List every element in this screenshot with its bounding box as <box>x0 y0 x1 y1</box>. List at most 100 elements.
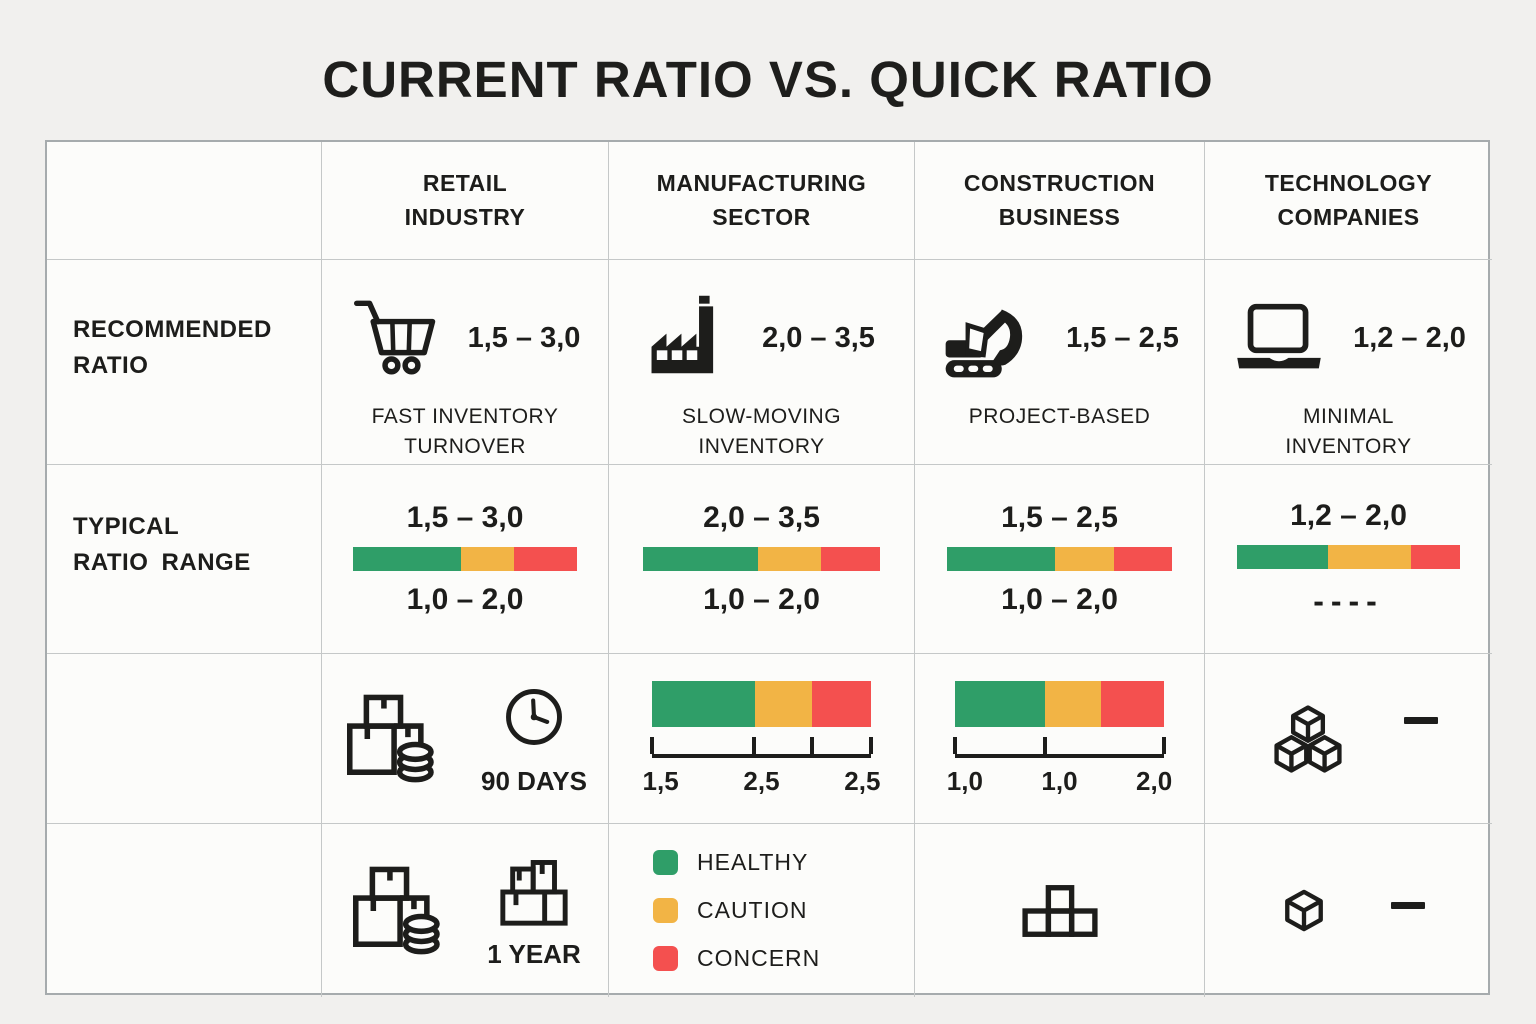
scale-tick <box>810 736 814 754</box>
minus-dash-icon <box>1403 717 1438 724</box>
icon-caption-stack: 1 YEAR <box>487 851 581 970</box>
column-header-manufacturing: MANUFACTURING SECTOR <box>609 142 915 260</box>
tetris-blocks-icon <box>1021 884 1098 937</box>
ratio-range-bar <box>642 547 881 571</box>
recommended-ratio-note: PROJECT-BASED <box>968 405 1151 428</box>
cell-scale-construction: 1,0 1,0 2,0 <box>915 654 1205 824</box>
scale-label: 1,0 <box>946 765 983 796</box>
legend-label: CAUTION <box>697 897 808 923</box>
legend-label: HEALTHY <box>697 849 809 875</box>
ratio-range-bar <box>1236 544 1461 569</box>
inventory-boxes-coins-icon <box>347 694 434 782</box>
icon-pair: 90 DAYS <box>343 680 587 797</box>
current-ratio-range: 1,5 – 3,0 <box>406 501 524 534</box>
range-bar-segment-red <box>1411 544 1461 569</box>
quick-ratio-range: 1,0 – 2,0 <box>703 583 820 616</box>
comparison-table: RETAIL INDUSTRY MANUFACTURING SECTOR CON… <box>45 140 1492 997</box>
scale-tick <box>1161 736 1166 754</box>
column-header-label: CONSTRUCTION BUSINESS <box>963 170 1156 230</box>
current-ratio-range: 1,5 – 2,5 <box>1001 501 1118 534</box>
column-header-label: RETAIL INDUSTRY <box>404 170 526 230</box>
scale-tick <box>751 736 756 754</box>
range-bar-segment-red <box>812 680 872 727</box>
scale-tick <box>953 736 958 754</box>
range-bar-segment-red <box>820 547 881 571</box>
ratio-scale-bar <box>651 680 872 727</box>
cell-recommended-construction: 1,5 – 2,5 PROJECT-BASED <box>915 260 1205 465</box>
legend-label: CONCERN <box>697 945 821 971</box>
icon-pair <box>1260 700 1438 778</box>
cell-bottom-construction <box>915 824 1205 997</box>
icon-value-row: 1,2 – 2,0 <box>1231 282 1466 394</box>
minus-dash-icon <box>1390 902 1425 909</box>
inventory-boxes-coins-icon <box>353 866 441 954</box>
icon-caption-stack: 90 DAYS <box>481 680 587 797</box>
duration-caption: 90 DAYS <box>481 766 587 796</box>
cell-scale-retail: 90 DAYS <box>322 654 609 824</box>
range-bar-segment-green <box>955 680 1045 727</box>
range-bar-segment-yellow <box>1328 544 1412 569</box>
current-ratio-range: 2,0 – 3,5 <box>703 501 820 534</box>
scale-labels: 1,0 1,0 2,0 <box>947 766 1172 797</box>
clock-icon <box>506 689 562 745</box>
column-header-retail: RETAIL INDUSTRY <box>322 142 609 260</box>
quick-ratio-range: 1,0 – 2,0 <box>406 583 524 616</box>
scale-tick <box>869 736 874 754</box>
cell-recommended-manufacturing: 2,0 – 3,5 SLOW-MOVING INVENTORY <box>609 260 915 465</box>
cell-bottom-technology <box>1205 824 1492 997</box>
icon-pair: 1 YEAR <box>349 851 581 970</box>
column-header-construction: CONSTRUCTION BUSINESS <box>915 142 1205 260</box>
recommended-ratio-value: 1,2 – 2,0 <box>1353 321 1466 354</box>
cell-typical-construction: 1,5 – 2,5 1,0 – 2,0 <box>915 465 1205 654</box>
scale-ruler <box>649 736 874 758</box>
column-header-label: MANUFACTURING SECTOR <box>656 170 867 230</box>
icon-value-row: 1,5 – 3,0 <box>350 282 580 394</box>
stacked-cubes-icon <box>1273 704 1342 773</box>
range-bar-segment-red <box>1101 680 1164 727</box>
duration-caption: 1 YEAR <box>487 939 581 969</box>
cell-bottom-retail: 1 YEAR <box>322 824 609 997</box>
recommended-ratio-value: 2,0 – 3,5 <box>762 321 875 354</box>
recommended-ratio-note: FAST INVENTORY TURNOVER <box>371 405 559 459</box>
stacked-boxes-icon <box>500 860 568 926</box>
row-label-recommended-ratio: RECOMMENDED RATIO <box>47 260 322 465</box>
recommended-ratio-note: MINIMAL INVENTORY <box>1285 405 1412 459</box>
range-bar-segment-red <box>1113 547 1173 571</box>
legend-item-caution: CAUTION <box>653 897 808 924</box>
range-bar-segment-green <box>946 547 1055 571</box>
recommended-ratio-value: 1,5 – 2,5 <box>1066 321 1179 354</box>
range-bar-segment-yellow <box>757 547 821 571</box>
scale-label: 1,5 <box>642 765 679 796</box>
row-label-text: TYPICAL RATIO RANGE <box>73 513 251 576</box>
scale-labels: 1,5 2,5 2,5 <box>643 766 881 797</box>
range-bar-segment-green <box>651 680 755 727</box>
cell-recommended-retail: 1,5 – 3,0 FAST INVENTORY TURNOVER <box>322 260 609 465</box>
cell-legend: HEALTHY CAUTION CONCERN <box>609 824 915 997</box>
row4-blank-label <box>47 654 322 824</box>
range-bar-segment-green <box>353 547 461 571</box>
range-bar-segment-red <box>514 547 577 571</box>
legend-item-concern: CONCERN <box>653 945 820 972</box>
recommended-ratio-note: SLOW-MOVING INVENTORY <box>681 405 842 459</box>
scale-label: 2,5 <box>844 765 881 796</box>
cell-scale-technology <box>1205 654 1492 824</box>
icon-value-row: 2,0 – 3,5 <box>648 282 875 394</box>
row5-blank-label <box>47 824 322 997</box>
scale-label: 1,0 <box>1041 765 1078 796</box>
quick-ratio-range: ---- <box>1313 582 1384 619</box>
icon-value-row: 1,5 – 2,5 <box>940 282 1179 394</box>
scale-ruler <box>953 736 1166 758</box>
column-header-technology: TECHNOLOGY COMPANIES <box>1205 142 1492 260</box>
range-bar-segment-green <box>1236 544 1329 569</box>
range-bar-segment-yellow <box>754 680 812 727</box>
healthy-swatch <box>653 850 678 875</box>
cell-recommended-technology: 1,2 – 2,0 MINIMAL INVENTORY <box>1205 260 1492 465</box>
scale-label: 2,5 <box>743 765 780 796</box>
laptop-icon <box>1237 303 1321 369</box>
scale-tick <box>649 736 654 754</box>
cell-typical-retail: 1,5 – 3,0 1,0 – 2,0 <box>322 465 609 654</box>
factory-icon <box>651 295 714 374</box>
cell-scale-manufacturing: 1,5 2,5 2,5 <box>609 654 915 824</box>
cube-icon <box>1284 889 1323 932</box>
